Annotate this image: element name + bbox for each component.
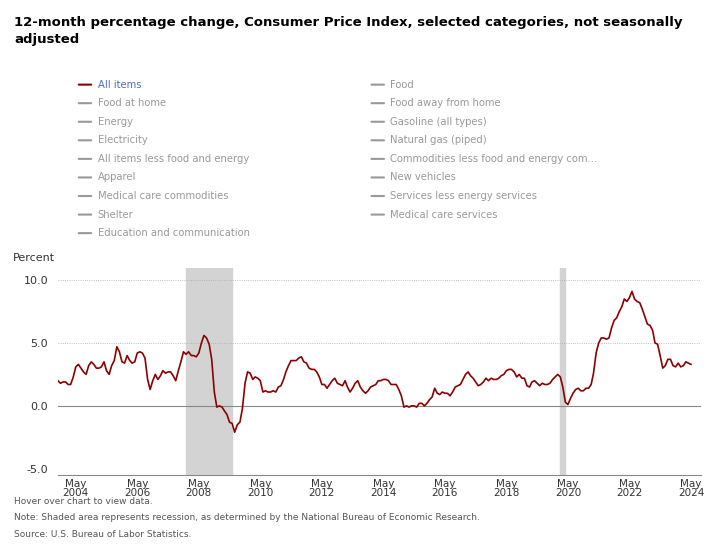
Text: 2014: 2014 bbox=[370, 488, 396, 498]
Text: All items less food and energy: All items less food and energy bbox=[98, 154, 249, 164]
Text: May: May bbox=[557, 479, 578, 489]
Text: 2022: 2022 bbox=[616, 488, 643, 498]
Text: 2024: 2024 bbox=[677, 488, 704, 498]
Text: May: May bbox=[311, 479, 333, 489]
Text: May: May bbox=[65, 479, 87, 489]
Text: Education and communication: Education and communication bbox=[98, 228, 249, 238]
Text: Apparel: Apparel bbox=[98, 173, 136, 182]
Text: Hover over chart to view data.: Hover over chart to view data. bbox=[14, 497, 153, 506]
Text: May: May bbox=[680, 479, 701, 489]
Text: Energy: Energy bbox=[98, 117, 132, 127]
Text: Electricity: Electricity bbox=[98, 135, 147, 145]
Text: Percent: Percent bbox=[13, 253, 55, 263]
Bar bbox=[186, 268, 232, 475]
Text: May: May bbox=[249, 479, 271, 489]
Text: May: May bbox=[127, 479, 148, 489]
Text: May: May bbox=[372, 479, 394, 489]
Text: Source: U.S. Bureau of Labor Statistics.: Source: U.S. Bureau of Labor Statistics. bbox=[14, 530, 192, 538]
Text: May: May bbox=[435, 479, 455, 489]
Text: Food away from home: Food away from home bbox=[390, 98, 501, 108]
Text: 2008: 2008 bbox=[186, 488, 212, 498]
Text: May: May bbox=[496, 479, 517, 489]
Text: New vehicles: New vehicles bbox=[390, 173, 456, 182]
Text: 2016: 2016 bbox=[432, 488, 458, 498]
Text: All items: All items bbox=[98, 80, 141, 90]
Text: Services less energy services: Services less energy services bbox=[390, 191, 537, 201]
Text: 2010: 2010 bbox=[247, 488, 273, 498]
Text: Shelter: Shelter bbox=[98, 210, 133, 219]
Text: Note: Shaded area represents recession, as determined by the National Bureau of : Note: Shaded area represents recession, … bbox=[14, 513, 480, 522]
Text: May: May bbox=[619, 479, 640, 489]
Text: Food: Food bbox=[390, 80, 414, 90]
Text: 12-month percentage change, Consumer Price Index, selected categories, not seaso: 12-month percentage change, Consumer Pri… bbox=[14, 16, 683, 46]
Bar bbox=[560, 268, 565, 475]
Text: Commodities less food and energy com...: Commodities less food and energy com... bbox=[390, 154, 598, 164]
Text: 2006: 2006 bbox=[124, 488, 150, 498]
Text: Medical care commodities: Medical care commodities bbox=[98, 191, 228, 201]
Text: 2012: 2012 bbox=[309, 488, 335, 498]
Text: Gasoline (all types): Gasoline (all types) bbox=[390, 117, 487, 127]
Text: 2004: 2004 bbox=[63, 488, 89, 498]
Text: May: May bbox=[188, 479, 210, 489]
Text: Food at home: Food at home bbox=[98, 98, 166, 108]
Text: 2018: 2018 bbox=[493, 488, 520, 498]
Text: Medical care services: Medical care services bbox=[390, 210, 498, 219]
Text: 2020: 2020 bbox=[555, 488, 581, 498]
Text: Natural gas (piped): Natural gas (piped) bbox=[390, 135, 487, 145]
